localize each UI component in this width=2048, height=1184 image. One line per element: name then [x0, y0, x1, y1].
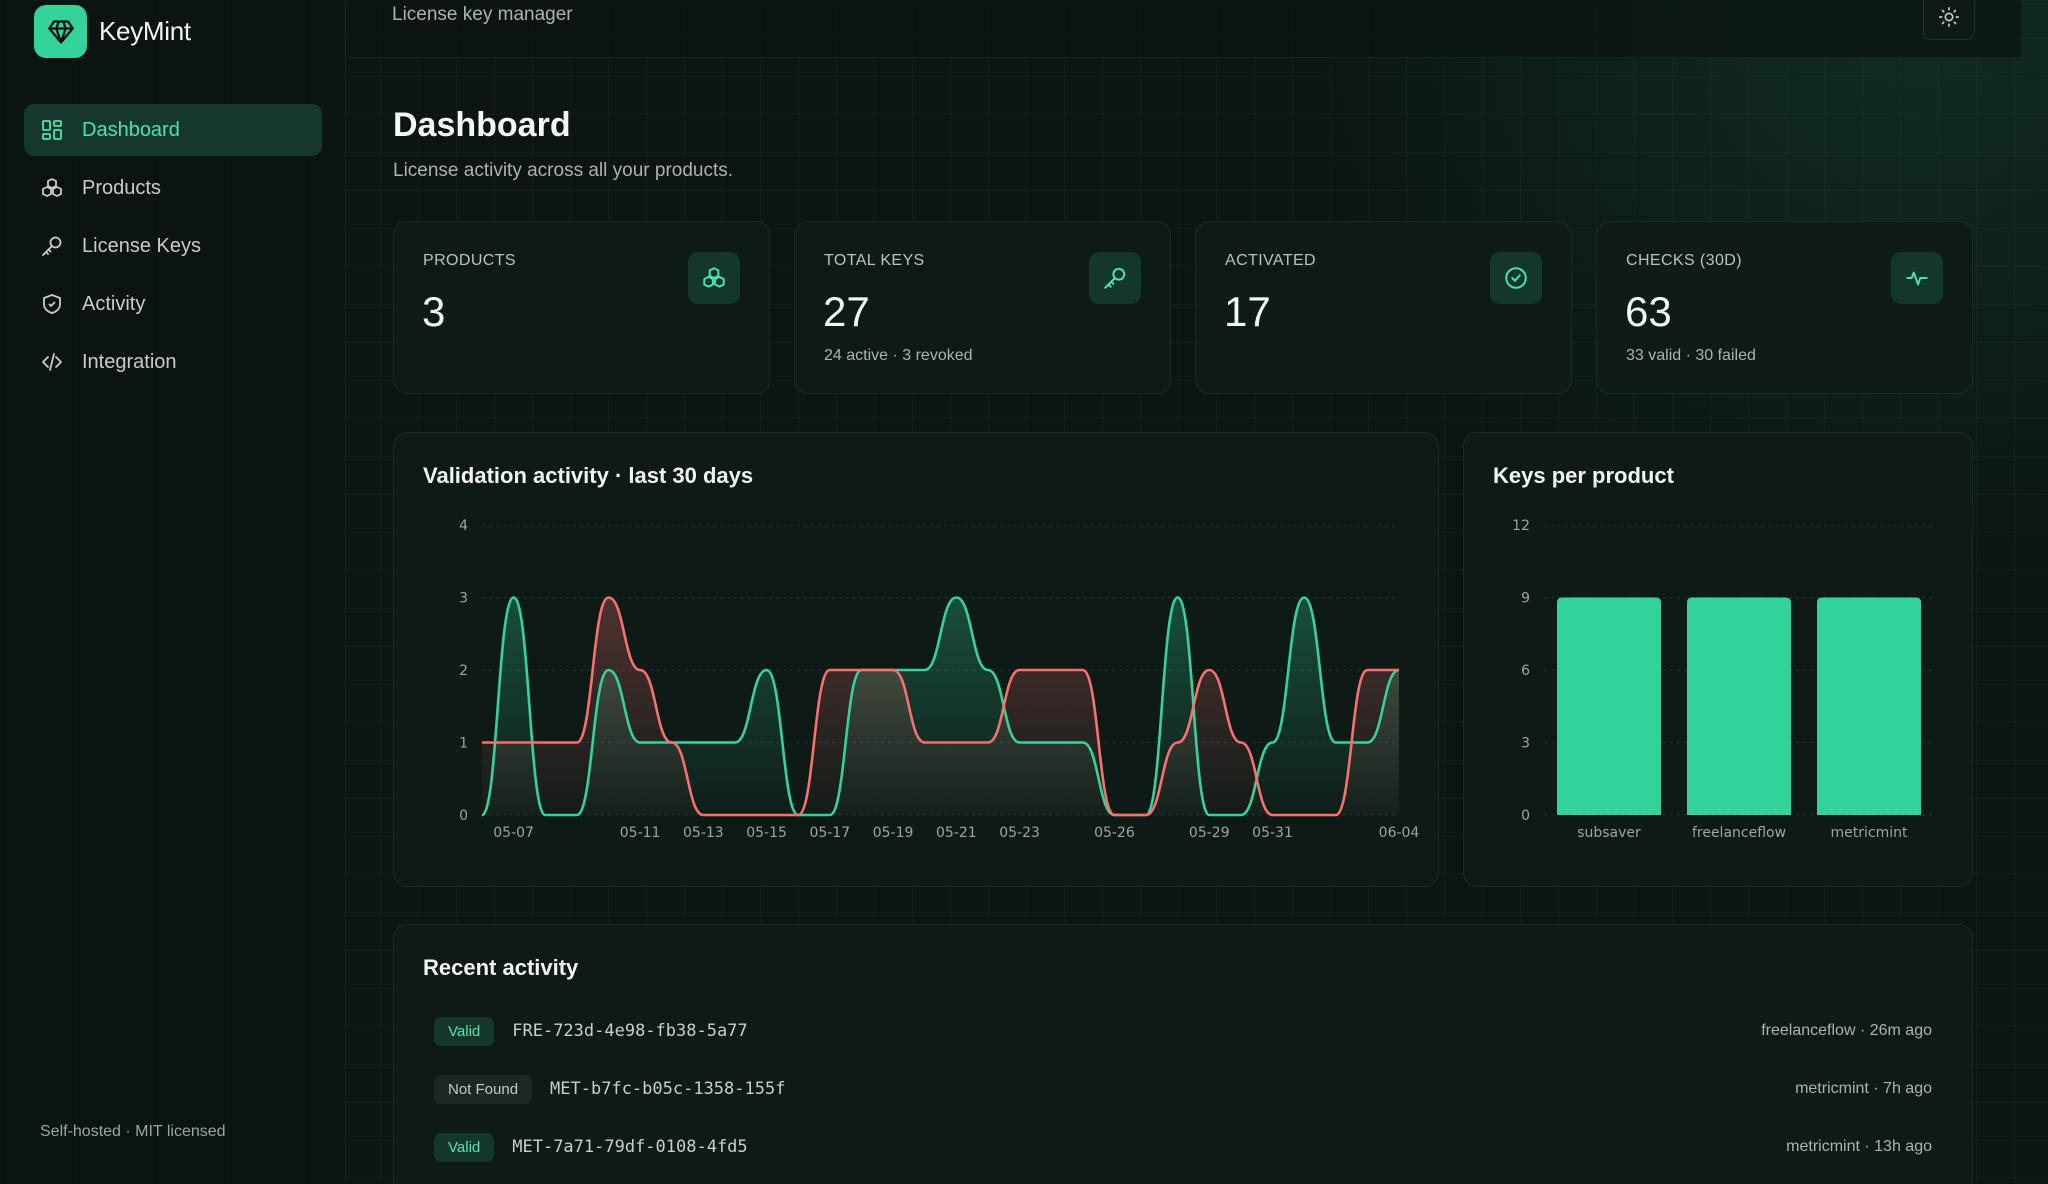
- activity-row[interactable]: Not Found MET-b7fc-b05c-1358-155f metric…: [434, 1072, 1932, 1106]
- bar: [1687, 597, 1791, 815]
- activity-meta: freelanceflow · 26m ago: [1761, 1022, 1932, 1039]
- sun-icon: [1939, 7, 1959, 27]
- gem-icon: [34, 5, 87, 58]
- sidebar-item-activity[interactable]: Activity: [24, 278, 322, 330]
- series-line: [482, 596, 1399, 817]
- brand-name: KeyMint: [99, 16, 191, 46]
- y-tick-label: 0: [1521, 808, 1530, 824]
- brand[interactable]: KeyMint: [34, 5, 191, 58]
- y-tick-label: 4: [459, 518, 468, 534]
- activity-meta: metricmint · 13h ago: [1786, 1138, 1932, 1155]
- x-tick-label: 05-23: [999, 825, 1040, 841]
- y-tick-label: 3: [1521, 736, 1530, 752]
- x-tick-label: 05-31: [1252, 825, 1293, 841]
- y-tick-label: 3: [459, 591, 468, 607]
- sidebar-item-label: Dashboard: [82, 118, 180, 141]
- x-tick-label: freelanceflow: [1692, 825, 1786, 841]
- x-tick-label: 05-15: [746, 825, 787, 841]
- sidebar-item-label: Products: [82, 176, 161, 199]
- stat-label: ACTIVATED: [1225, 252, 1317, 269]
- y-tick-label: 12: [1512, 518, 1530, 534]
- x-tick-label: 05-19: [873, 825, 914, 841]
- activity-row[interactable]: Valid FRE-723d-4e98-fb38-5a77 freelancef…: [434, 1014, 1932, 1048]
- sidebar-item-products[interactable]: Products: [24, 162, 322, 214]
- y-tick-label: 0: [459, 808, 468, 824]
- grid-icon: [42, 120, 62, 140]
- sidebar-item-label: License Keys: [82, 234, 201, 257]
- y-tick-label: 9: [1521, 591, 1530, 607]
- x-tick-label: 05-13: [683, 825, 724, 841]
- x-tick-label: 06-04: [1379, 825, 1420, 841]
- x-tick-label: metricmint: [1831, 825, 1908, 841]
- x-tick-label: 05-07: [493, 825, 534, 841]
- sidebar-item-label: Integration: [82, 350, 177, 373]
- validation-activity-card: Validation activity · last 30 days 0 1 2 3 4…: [393, 432, 1439, 887]
- x-tick-label: subsaver: [1577, 825, 1641, 841]
- pulse-icon: [1891, 252, 1943, 304]
- sidebar-footer: Self-hosted · MIT licensed: [40, 1123, 226, 1140]
- license-key: MET-b7fc-b05c-1358-155f: [550, 1079, 786, 1099]
- activity-meta: metricmint · 7h ago: [1795, 1080, 1932, 1097]
- status-badge: Not Found: [434, 1074, 533, 1104]
- series-line: [480, 596, 1400, 817]
- sidebar-nav: Dashboard Products License Keys Activity…: [24, 104, 322, 394]
- stat-card-total-keys: TOTAL KEYS 27 24 active · 3 revoked: [794, 221, 1171, 394]
- status-badge: Valid: [434, 1132, 495, 1162]
- series-area: [482, 597, 1399, 815]
- bar: [1557, 597, 1661, 815]
- stat-card-checks: CHECKS (30D) 63 33 valid · 30 failed: [1596, 221, 1973, 394]
- recent-activity-card: Recent activity Valid FRE-723d-4e98-fb38…: [393, 924, 1973, 1184]
- stat-value: 63: [1625, 288, 1672, 335]
- key-icon: [42, 236, 62, 256]
- keys-per-product-card: Keys per product 0 3 6 9 12 subsaver freelance…: [1463, 432, 1973, 887]
- page-subtitle: License activity across all your product…: [393, 160, 734, 181]
- stat-value: 17: [1224, 288, 1271, 335]
- recent-activity-title: Recent activity: [423, 955, 579, 980]
- y-tick-label: 6: [1521, 663, 1530, 679]
- sidebar-item-license-keys[interactable]: License Keys: [24, 220, 322, 272]
- topbar: License key manager: [346, 0, 2021, 58]
- x-tick-label: 05-21: [936, 825, 977, 841]
- chart-title: Keys per product: [1493, 463, 1674, 488]
- stat-value: 27: [823, 288, 870, 335]
- check-circle-icon: [1490, 252, 1542, 304]
- status-badge: Valid: [434, 1016, 495, 1046]
- activity-row[interactable]: Valid MET-7a71-79df-0108-4fd5 metricmint…: [434, 1130, 1932, 1164]
- y-tick-label: 2: [459, 663, 468, 679]
- stat-label: CHECKS (30D): [1626, 252, 1742, 269]
- topbar-title: License key manager: [392, 4, 573, 25]
- sidebar: KeyMint Dashboard Products License Keys …: [0, 0, 346, 1184]
- license-key: MET-7a71-79df-0108-4fd5: [512, 1137, 748, 1157]
- stat-value: 3: [422, 288, 446, 335]
- x-tick-label: 05-29: [1189, 825, 1230, 841]
- x-tick-label: 05-26: [1094, 825, 1135, 841]
- code-icon: [41, 353, 63, 371]
- shield-check-icon: [43, 294, 61, 314]
- validation-activity-chart: 0 1 2 3 4 05-07 05-11 05-13 05-15 05-17 05-19 05-21…: [459, 518, 1420, 841]
- bar: [1817, 597, 1921, 815]
- stat-card-activated: ACTIVATED 17: [1195, 221, 1572, 394]
- x-tick-label: 05-11: [620, 825, 661, 841]
- stat-sub: 24 active · 3 revoked: [824, 347, 973, 364]
- stat-label: PRODUCTS: [423, 252, 516, 269]
- boxes-icon: [688, 252, 740, 304]
- stat-card-products: PRODUCTS 3: [393, 221, 770, 394]
- license-key: FRE-723d-4e98-fb38-5a77: [512, 1021, 748, 1041]
- chart-title: Validation activity · last 30 days: [423, 463, 754, 488]
- keys-per-product-chart: 0 3 6 9 12 subsaver freelanceflow metricmint: [1512, 518, 1934, 841]
- sidebar-item-dashboard[interactable]: Dashboard: [24, 104, 322, 156]
- stat-sub: 33 valid · 30 failed: [1626, 347, 1756, 364]
- boxes-icon: [42, 178, 62, 197]
- sidebar-item-label: Activity: [82, 292, 146, 315]
- x-tick-label: 05-17: [809, 825, 850, 841]
- key-icon: [1089, 252, 1141, 304]
- sidebar-item-integration[interactable]: Integration: [24, 336, 322, 388]
- page-title: Dashboard: [393, 106, 571, 144]
- theme-toggle-button[interactable]: [1923, 0, 1975, 40]
- y-tick-label: 1: [459, 736, 468, 752]
- stat-label: TOTAL KEYS: [824, 252, 925, 269]
